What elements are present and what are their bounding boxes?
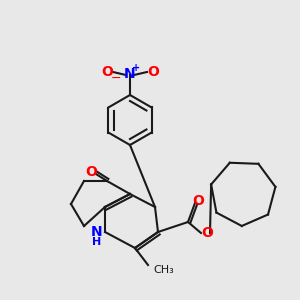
Text: CH₃: CH₃ bbox=[153, 265, 174, 275]
Text: O: O bbox=[147, 65, 159, 79]
Text: H: H bbox=[92, 237, 102, 247]
Text: +: + bbox=[132, 63, 140, 73]
Text: N: N bbox=[124, 67, 136, 81]
Text: O: O bbox=[192, 194, 204, 208]
Text: O: O bbox=[101, 65, 113, 79]
Text: N: N bbox=[91, 225, 103, 239]
Text: −: − bbox=[111, 71, 121, 85]
Text: O: O bbox=[201, 226, 213, 240]
Text: O: O bbox=[85, 165, 97, 179]
